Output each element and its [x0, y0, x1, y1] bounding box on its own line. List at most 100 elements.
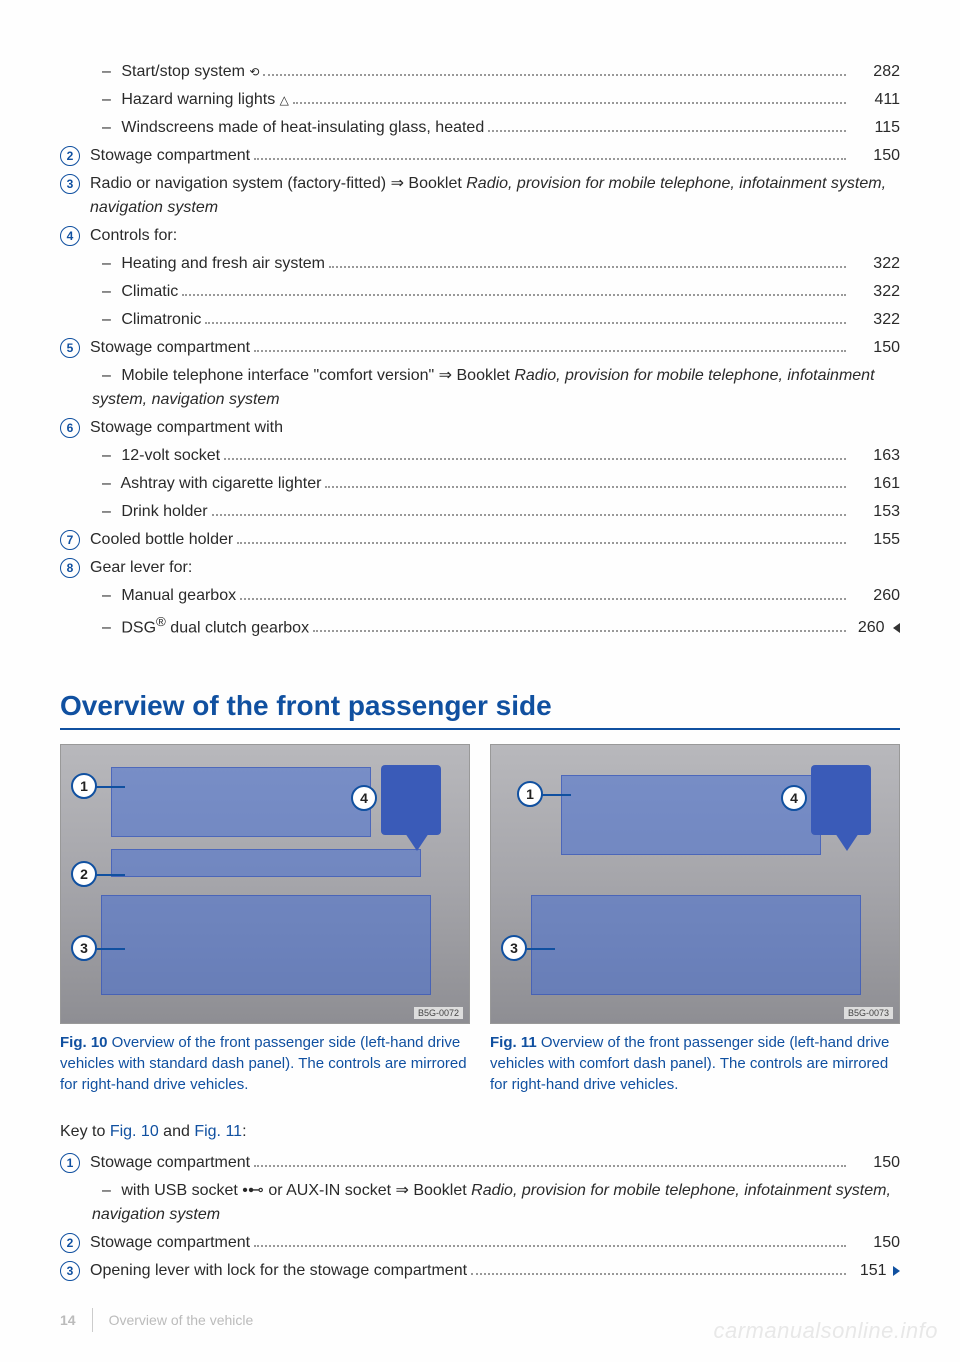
- toc-row: – DSG® dual clutch gearbox260: [60, 612, 900, 640]
- toc-label: Stowage compartment: [90, 336, 250, 360]
- figure-callout: 3: [501, 935, 527, 961]
- toc-label: – with USB socket •⊷ or AUX-IN socket ⇒ …: [92, 1179, 900, 1227]
- toc-page-number: 322: [850, 308, 900, 332]
- toc-page-number: 150: [850, 1231, 900, 1255]
- toc-label: Cooled bottle holder: [90, 528, 233, 552]
- toc-leader-dots: [325, 486, 846, 488]
- toc-leader-dots: [313, 630, 846, 632]
- toc-label: – Manual gearbox: [92, 584, 236, 608]
- toc-row: – Ashtray with cigarette lighter161: [60, 472, 900, 496]
- toc-label: – Start/stop system ⟲: [92, 60, 259, 84]
- toc-row: – 12-volt socket 163: [60, 444, 900, 468]
- toc-number-badge: 4: [60, 226, 80, 246]
- toc-number-badge: 8: [60, 558, 80, 578]
- toc-leader-dots: [254, 158, 846, 160]
- toc-page-number: 150: [850, 1151, 900, 1175]
- toc-row: – Drink holder 153: [60, 500, 900, 524]
- toc-number-badge: 5: [60, 338, 80, 358]
- figure-11-caption-text: Overview of the front passenger side (le…: [490, 1034, 889, 1093]
- toc-label: – Windscreens made of heat-insulating gl…: [92, 116, 484, 140]
- figure-callout: 1: [517, 781, 543, 807]
- toc-page-number: 260: [850, 616, 900, 640]
- section-heading: Overview of the front passenger side: [60, 690, 900, 722]
- toc-number-badge: 3: [60, 1261, 80, 1281]
- footer-divider: [92, 1308, 93, 1332]
- figure-leader-line: [541, 794, 571, 796]
- toc-row: – Windscreens made of heat-insulating gl…: [60, 116, 900, 140]
- toc-number-badge: 7: [60, 530, 80, 550]
- figure-leader-line: [95, 874, 125, 876]
- toc-page-number: 163: [850, 444, 900, 468]
- toc-leader-dots: [329, 266, 846, 268]
- toc-label: Opening lever with lock for the stowage …: [90, 1259, 467, 1283]
- figure-11-image: B5G-0073 134: [490, 744, 900, 1024]
- toc-leader-dots: [254, 1165, 846, 1167]
- figure-airbag-badge: [811, 765, 871, 835]
- toc-row: 8 Gear lever for:: [60, 556, 900, 580]
- toc-leader-dots: [263, 74, 846, 76]
- figure-highlight: [111, 849, 421, 877]
- toc-leader-dots: [212, 514, 846, 516]
- toc-leader-dots: [224, 458, 846, 460]
- watermark: carmanualsonline.info: [713, 1318, 938, 1344]
- toc-page-number: 151: [850, 1259, 900, 1283]
- toc-leader-dots: [254, 1245, 846, 1247]
- key-intro-fig2: Fig. 11: [194, 1123, 242, 1140]
- toc-leader-dots: [293, 102, 846, 104]
- figure-11-caption: Fig. 11 Overview of the front passenger …: [490, 1032, 900, 1095]
- toc-page-number: 150: [850, 336, 900, 360]
- figure-11: B5G-0073 134 Fig. 11 Overview of the fro…: [490, 744, 900, 1095]
- toc-row: 5 Stowage compartment 150: [60, 336, 900, 360]
- toc-number-badge: 2: [60, 1233, 80, 1253]
- toc-row: – Mobile telephone interface "comfort ve…: [60, 364, 900, 412]
- figure-callout: 1: [71, 773, 97, 799]
- toc-label: Radio or navigation system (factory-fitt…: [90, 172, 900, 220]
- toc-page-number: 411: [850, 88, 900, 112]
- toc-leader-dots: [237, 542, 846, 544]
- figure-callout: 4: [351, 785, 377, 811]
- figure-10-caption-bold: Fig. 10: [60, 1034, 108, 1051]
- toc-leader-dots: [240, 598, 846, 600]
- toc-label: – Climatic: [92, 280, 178, 304]
- figure-11-code: B5G-0073: [844, 1007, 893, 1019]
- toc-label: Stowage compartment: [90, 144, 250, 168]
- toc-section-2: 1Stowage compartment150 – with USB socket…: [60, 1151, 900, 1283]
- toc-row: – Start/stop system ⟲282: [60, 60, 900, 84]
- footer-page-number: 14: [60, 1312, 76, 1328]
- figure-airbag-badge: [381, 765, 441, 835]
- toc-page-number: 322: [850, 252, 900, 276]
- toc-row: – Heating and fresh air system 322: [60, 252, 900, 276]
- key-intro-suffix: :: [242, 1123, 246, 1140]
- toc-page-number: 322: [850, 280, 900, 304]
- toc-page-number: 153: [850, 500, 900, 524]
- figure-highlight: [101, 895, 431, 995]
- key-intro-fig1: Fig. 10: [110, 1123, 159, 1140]
- toc-label: – 12-volt socket: [92, 444, 220, 468]
- toc-row: 2Stowage compartment150: [60, 1231, 900, 1255]
- toc-label: Gear lever for:: [90, 556, 900, 580]
- figure-10-code: B5G-0072: [414, 1007, 463, 1019]
- figure-10-caption-text: Overview of the front passenger side (le…: [60, 1034, 467, 1093]
- toc-page-number: 115: [850, 116, 900, 140]
- figure-callout: 3: [71, 935, 97, 961]
- toc-number-badge: 3: [60, 174, 80, 194]
- toc-label: Controls for:: [90, 224, 900, 248]
- figure-leader-line: [95, 948, 125, 950]
- toc-row: 4 Controls for:: [60, 224, 900, 248]
- toc-leader-dots: [182, 294, 846, 296]
- toc-label: – Mobile telephone interface "comfort ve…: [92, 364, 900, 412]
- toc-row: 1Stowage compartment150: [60, 1151, 900, 1175]
- figure-10: B5G-0072 1234 Fig. 10 Overview of the fr…: [60, 744, 470, 1095]
- toc-leader-dots: [254, 350, 846, 352]
- key-intro-prefix: Key to: [60, 1123, 110, 1140]
- figure-highlight: [561, 775, 821, 855]
- toc-row: 7Cooled bottle holder155: [60, 528, 900, 552]
- figure-10-caption: Fig. 10 Overview of the front passenger …: [60, 1032, 470, 1095]
- toc-row: – with USB socket •⊷ or AUX-IN socket ⇒ …: [60, 1179, 900, 1227]
- toc-label: – Drink holder: [92, 500, 208, 524]
- toc-row: 2Stowage compartment150: [60, 144, 900, 168]
- toc-label: – Ashtray with cigarette lighter: [92, 472, 321, 496]
- figure-highlight: [111, 767, 371, 837]
- toc-leader-dots: [488, 130, 846, 132]
- toc-label: – Heating and fresh air system: [92, 252, 325, 276]
